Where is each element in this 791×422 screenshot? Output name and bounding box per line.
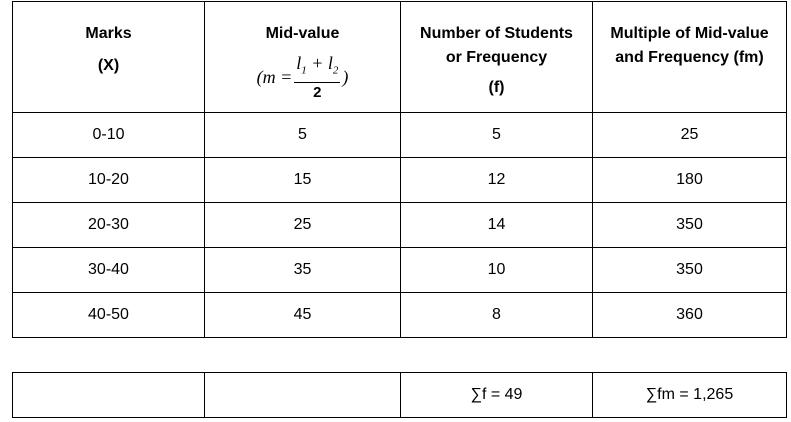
header-marks: Marks (X) [12,1,205,113]
cell-mid: 45 [204,292,401,338]
cell-marks: 30-40 [12,247,205,293]
header-frequency-line3: (f) [488,79,505,96]
table-row: 20-30 25 14 350 [12,202,787,248]
header-mid-value: Mid-value (m = l1 + l2 2 ) [204,1,401,113]
cell-freq: 5 [400,112,593,158]
cell-marks: 0-10 [12,112,205,158]
cell-marks: 10-20 [12,157,205,203]
header-mid-value-title: Mid-value [265,25,340,42]
header-frequency-line2: or Frequency [445,49,548,66]
cell-mid: 25 [204,202,401,248]
header-frequency-line1: Number of Students [420,25,573,42]
formula-fraction: l1 + l2 2 [294,52,341,103]
cell-freq: 14 [400,202,593,248]
cell-fm: 360 [592,292,787,338]
cell-fm: 180 [592,157,787,203]
table-row: 0-10 5 5 25 [12,112,787,158]
table-row: 30-40 35 10 350 [12,247,787,293]
cell-mid: 5 [204,112,401,158]
formula-numerator: l1 + l2 [294,52,341,83]
header-fm-line2: and Frequency (fm) [615,49,764,66]
header-marks-symbol: (X) [97,57,120,74]
table-row: 10-20 15 12 180 [12,157,787,203]
frequency-table: Marks (X) Mid-value (m = l1 + l2 2 ) Num… [12,1,787,338]
cell-freq: 12 [400,157,593,203]
cell-freq: 10 [400,247,593,293]
totals-row: ∑f = 49 ∑fm = 1,265 [12,372,787,418]
formula-denominator: 2 [313,83,322,101]
cell-marks: 20-30 [12,202,205,248]
formula-rhs: ) [342,66,349,87]
table-row: 40-50 45 8 360 [12,292,787,338]
totals-empty-2 [204,372,401,418]
cell-freq: 8 [400,292,593,338]
cell-fm: 350 [592,247,787,293]
header-fm: Multiple of Mid-value and Frequency (fm) [592,1,787,113]
mid-value-formula: (m = l1 + l2 2 ) [257,52,349,103]
cell-fm: 25 [592,112,787,158]
header-frequency: Number of Students or Frequency (f) [400,1,593,113]
sum-fm: ∑fm = 1,265 [592,372,787,418]
formula-lhs: (m = [256,66,293,87]
cell-mid: 35 [204,247,401,293]
totals-table: ∑f = 49 ∑fm = 1,265 [12,372,787,418]
header-row: Marks (X) Mid-value (m = l1 + l2 2 ) Num… [12,1,787,113]
sum-frequency: ∑f = 49 [400,372,593,418]
totals-empty-1 [12,372,205,418]
header-marks-title: Marks [85,25,132,42]
cell-fm: 350 [592,202,787,248]
cell-mid: 15 [204,157,401,203]
cell-marks: 40-50 [12,292,205,338]
header-fm-line1: Multiple of Mid-value [610,25,769,42]
